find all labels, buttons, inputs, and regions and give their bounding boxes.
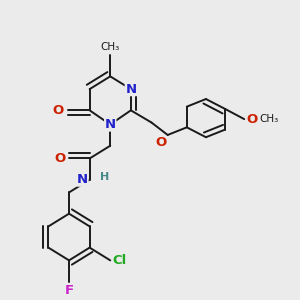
- Text: CH₃: CH₃: [260, 114, 279, 124]
- Text: Cl: Cl: [112, 254, 127, 267]
- Text: N: N: [125, 82, 136, 96]
- Text: O: O: [53, 104, 64, 117]
- Text: N: N: [77, 173, 88, 186]
- Text: N: N: [105, 118, 116, 131]
- Text: O: O: [155, 136, 166, 149]
- Text: F: F: [64, 284, 74, 297]
- Text: O: O: [247, 112, 258, 126]
- Text: CH₃: CH₃: [100, 42, 120, 52]
- Text: O: O: [55, 152, 66, 165]
- Text: H: H: [100, 172, 109, 182]
